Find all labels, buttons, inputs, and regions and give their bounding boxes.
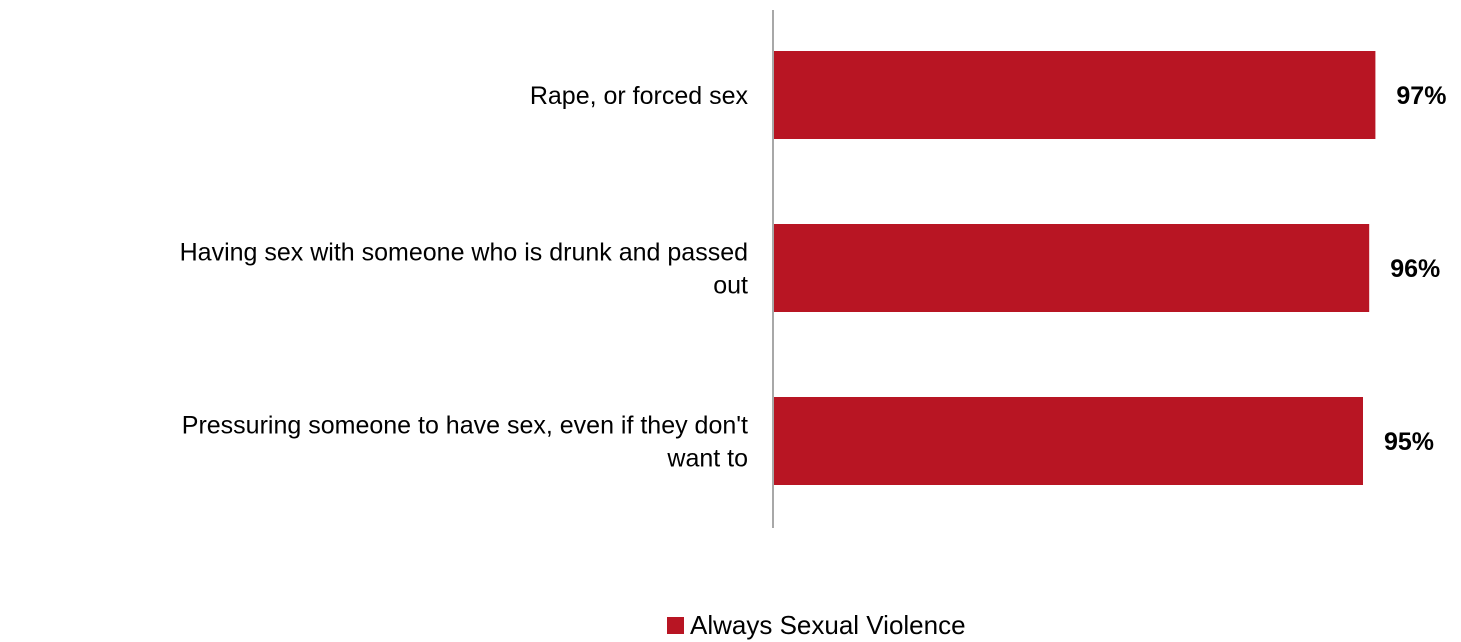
category-label-line: out [713, 272, 748, 300]
category-label-line: Rape, or forced sex [530, 82, 749, 110]
category-label: Pressuring someone to have sex, even if … [182, 412, 748, 473]
category-label-line: Having sex with someone who is drunk and… [180, 239, 748, 267]
legend-label: Always Sexual Violence [690, 609, 966, 640]
bar [774, 397, 1363, 485]
category-label: Rape, or forced sex [530, 82, 749, 110]
category-label-line: want to [666, 445, 748, 473]
legend-swatch [667, 616, 684, 634]
legend: Always Sexual Violence [667, 610, 966, 640]
data-label: 97% [1396, 82, 1446, 110]
data-label: 96% [1390, 255, 1440, 283]
category-label-line: Pressuring someone to have sex, even if … [182, 412, 748, 440]
bar [774, 51, 1376, 139]
plot-area: 97% Rape, or forced sex 96% Having sex with… [180, 10, 1446, 528]
bar [774, 224, 1370, 312]
data-label: 95% [1384, 428, 1434, 456]
category-label: Having sex with someone who is drunk and… [180, 239, 748, 300]
